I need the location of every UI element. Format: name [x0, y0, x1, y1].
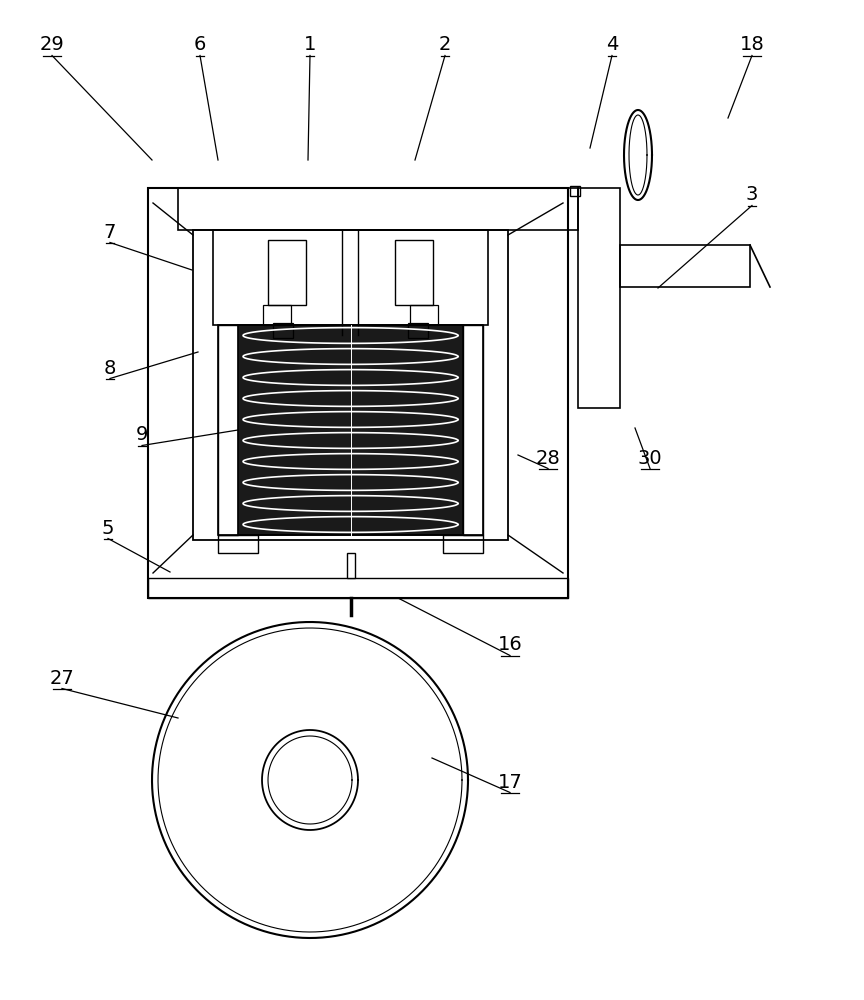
- Bar: [218, 535, 258, 553]
- Text: 2: 2: [439, 35, 451, 54]
- Bar: [443, 535, 483, 553]
- Bar: [395, 240, 433, 305]
- Text: 8: 8: [104, 359, 116, 377]
- Text: 7: 7: [104, 223, 116, 241]
- Text: 3: 3: [746, 186, 759, 205]
- Bar: [148, 188, 568, 598]
- Bar: [268, 240, 306, 305]
- Text: 5: 5: [102, 518, 114, 538]
- Bar: [263, 305, 291, 325]
- Bar: [218, 325, 238, 535]
- Text: 30: 30: [638, 448, 663, 468]
- Bar: [578, 188, 620, 408]
- Bar: [178, 188, 578, 230]
- Bar: [193, 230, 508, 540]
- Text: 27: 27: [49, 668, 74, 688]
- Bar: [238, 325, 463, 535]
- Text: 4: 4: [606, 35, 618, 54]
- Bar: [620, 245, 750, 287]
- Bar: [273, 323, 293, 338]
- Text: 9: 9: [136, 426, 149, 444]
- Bar: [346, 553, 354, 578]
- Text: 29: 29: [40, 35, 65, 54]
- Text: 28: 28: [536, 448, 561, 468]
- Bar: [213, 230, 488, 325]
- Text: 6: 6: [194, 35, 206, 54]
- Text: 18: 18: [740, 35, 765, 54]
- Bar: [410, 305, 438, 325]
- Bar: [408, 323, 428, 338]
- Text: 17: 17: [498, 772, 523, 792]
- Bar: [570, 186, 580, 196]
- Bar: [218, 325, 483, 535]
- Bar: [148, 578, 568, 598]
- Text: 1: 1: [304, 35, 316, 54]
- Text: 16: 16: [498, 636, 523, 654]
- Bar: [463, 325, 483, 535]
